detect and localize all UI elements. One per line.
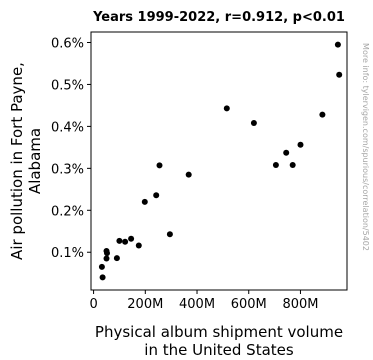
y-tick-label-1: 0.1%	[51, 246, 84, 261]
data-point-2	[336, 71, 343, 78]
chart-title: Years 1999-2022, r=0.912, p<0.01	[92, 10, 345, 25]
data-point-18	[135, 242, 142, 249]
x-tick-label-3: 400M	[179, 297, 215, 312]
data-point-13	[141, 198, 148, 205]
data-point-14	[166, 231, 173, 238]
plot-frame	[90, 31, 348, 291]
x-axis-label-line-1: Physical album shipment volume	[95, 323, 343, 341]
data-point-11	[185, 171, 192, 178]
plot-area	[90, 31, 348, 291]
y-tick-label-3: 0.3%	[51, 162, 84, 177]
data-point-9	[289, 162, 296, 168]
data-point-7	[283, 149, 290, 156]
data-point-6	[297, 141, 304, 148]
data-point-23	[98, 263, 105, 270]
watermark-text: More info: tylervigen.com/spurious/corre…	[361, 43, 370, 251]
data-point-4	[319, 111, 326, 118]
data-point-17	[122, 238, 129, 245]
data-point-22	[113, 255, 120, 262]
data-point-20	[104, 250, 110, 257]
data-points	[98, 41, 343, 281]
y-axis-label-line-2: Alabama	[26, 128, 44, 194]
data-point-10	[156, 162, 163, 169]
x-tick-label-4: 600M	[231, 297, 267, 312]
x-tick-label-2: 200M	[127, 297, 163, 312]
x-tick-label-5: 800M	[282, 297, 318, 312]
data-point-15	[128, 235, 135, 242]
data-point-16	[116, 237, 123, 244]
y-tick-label-2: 0.2%	[51, 204, 84, 219]
y-tick-label-4: 0.4%	[51, 120, 84, 135]
data-point-1	[334, 41, 341, 48]
y-tick-label-5: 0.5%	[51, 78, 84, 93]
x-tick-label-1: 0	[89, 297, 97, 312]
data-point-24	[99, 274, 106, 281]
data-point-8	[272, 162, 279, 168]
y-tick-label-6: 0.6%	[51, 36, 84, 51]
data-point-5	[250, 120, 257, 126]
x-axis-label-line-2: in the United States	[144, 341, 294, 359]
x-axis-ticks: 0 200M 400M 600M 800M	[89, 290, 318, 312]
data-point-3	[223, 105, 230, 112]
data-point-12	[153, 192, 160, 199]
data-point-21	[103, 255, 110, 262]
y-axis-label-line-1: Air pollution in Fort Payne,	[8, 62, 26, 260]
y-axis-ticks: 0.1% 0.2% 0.3% 0.4% 0.5% 0.6%	[51, 36, 91, 261]
